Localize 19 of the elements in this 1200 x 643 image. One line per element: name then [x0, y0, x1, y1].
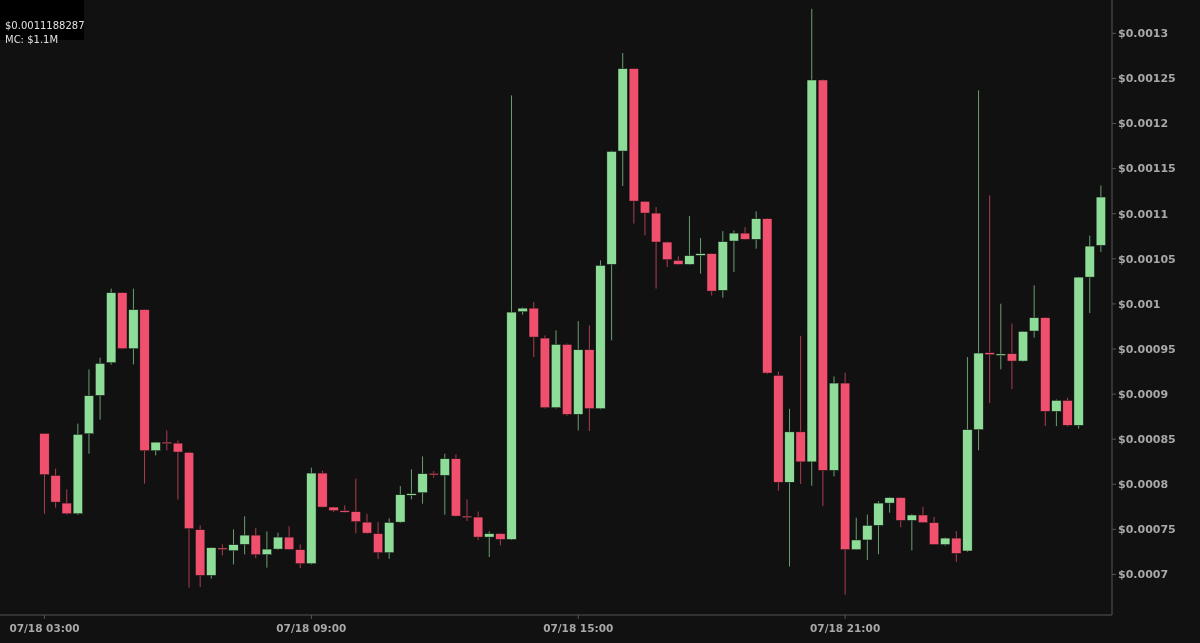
y-tick-label: $0.00085: [1118, 433, 1176, 447]
y-tick-label: $0.00115: [1118, 162, 1176, 176]
y-tick-label: $0.00105: [1118, 252, 1176, 266]
annotation: $0.0011188287: [5, 20, 85, 31]
y-tick-label: $0.0008: [1118, 478, 1169, 492]
x-tick-label: 07/18 21:00: [810, 622, 881, 634]
x-tick-label: 07/18 15:00: [543, 622, 614, 634]
x-tick-label: 07/18 03:00: [9, 622, 80, 634]
y-tick-label: $0.0009: [1118, 387, 1169, 401]
y-tick-label: $0.001: [1118, 297, 1161, 311]
annotation: MC: $1.1M: [5, 34, 59, 45]
x-tick-label: 07/18 09:00: [276, 622, 347, 634]
y-tick-label: $0.00075: [1118, 523, 1176, 537]
y-tick-label: $0.0013: [1118, 27, 1169, 41]
y-tick-label: $0.00095: [1118, 342, 1176, 356]
y-tick-label: $0.0011: [1118, 207, 1169, 221]
y-tick-label: $0.0012: [1118, 117, 1169, 131]
y-tick-label: $0.00125: [1118, 72, 1176, 86]
y-tick-label: $0.0007: [1118, 568, 1169, 582]
